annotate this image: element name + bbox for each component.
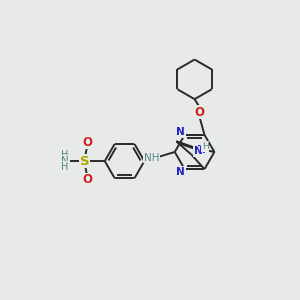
Text: O: O bbox=[82, 173, 92, 186]
Text: N: N bbox=[176, 167, 185, 177]
Text: H: H bbox=[61, 150, 69, 160]
Text: N: N bbox=[176, 127, 185, 137]
Text: S: S bbox=[80, 154, 90, 168]
Text: O: O bbox=[194, 106, 205, 118]
Text: N: N bbox=[196, 145, 205, 155]
Text: H: H bbox=[61, 162, 69, 172]
Text: O: O bbox=[82, 136, 92, 149]
Text: H: H bbox=[202, 142, 208, 151]
Text: NH: NH bbox=[144, 153, 160, 163]
Text: N: N bbox=[61, 156, 69, 166]
Text: N: N bbox=[194, 146, 203, 156]
